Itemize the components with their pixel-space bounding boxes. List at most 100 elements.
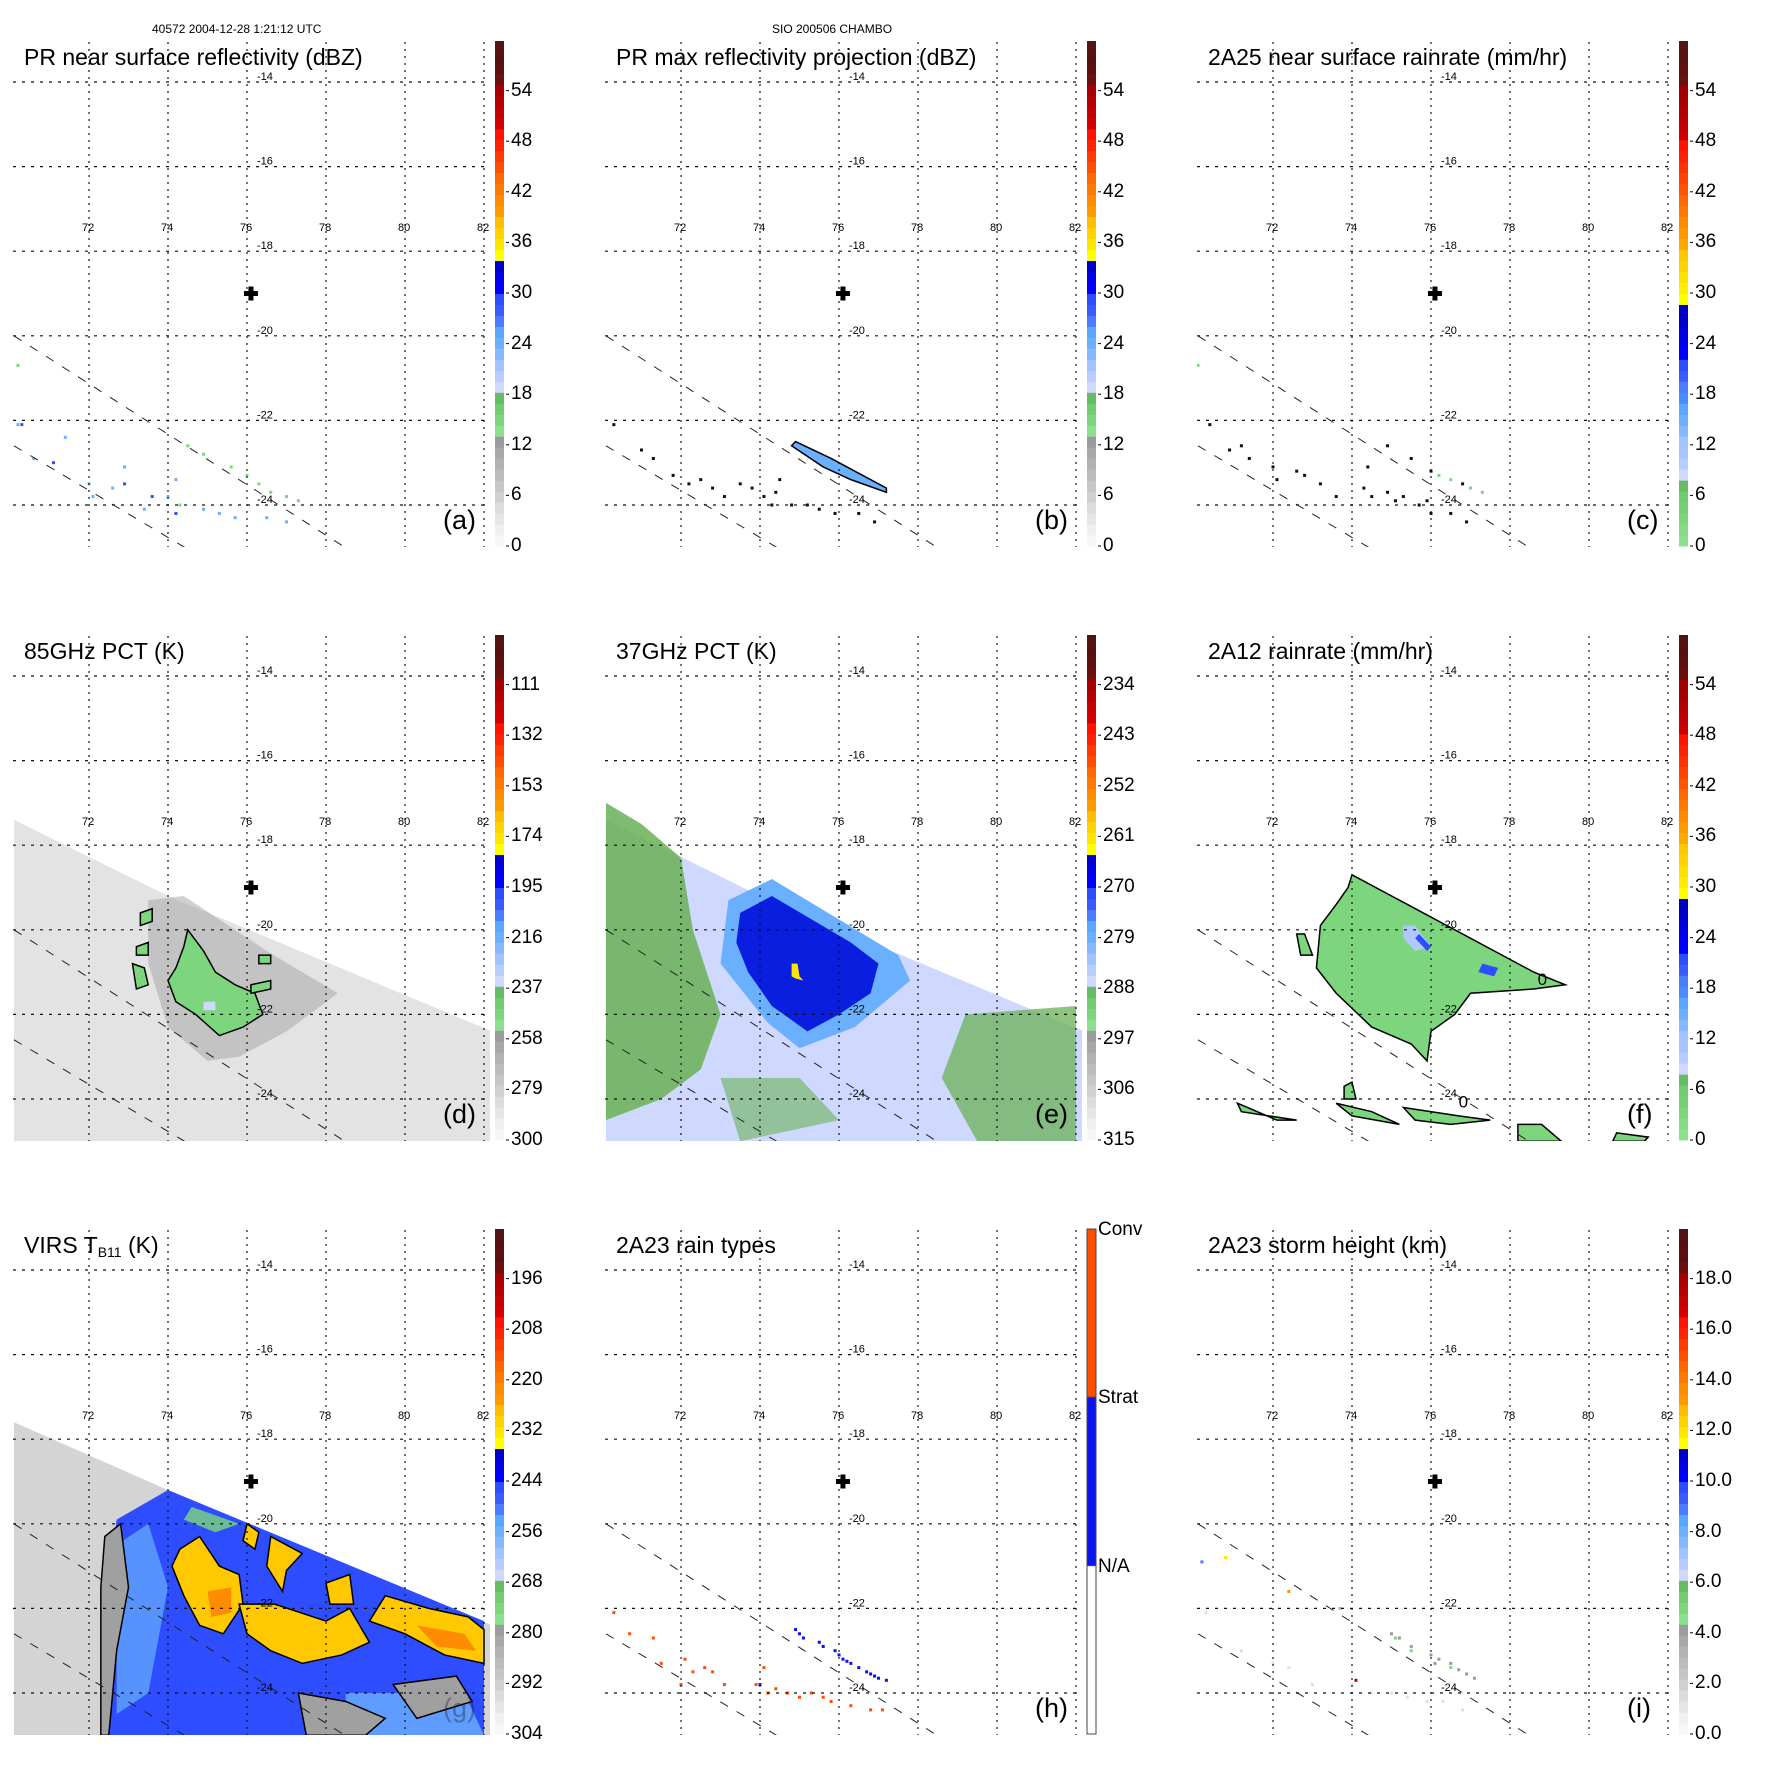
data-region <box>238 1603 371 1665</box>
lon-tick-label: 72 <box>674 1410 686 1422</box>
colorbar-segment <box>1679 1349 1688 1362</box>
lat-tick-label: -20 <box>1441 325 1457 337</box>
lon-tick-label: 76 <box>1424 816 1436 828</box>
data-pixel <box>16 423 20 427</box>
colorbar-segment <box>1679 997 1688 1009</box>
data-pixel <box>774 1687 778 1691</box>
data-pixel <box>202 507 206 511</box>
data-pixel <box>1386 444 1390 448</box>
colorbar-segment <box>1679 1558 1688 1570</box>
colorbar-segment <box>495 667 504 680</box>
colorbar-segment <box>1679 1327 1688 1340</box>
colorbar-segment <box>1679 1030 1688 1042</box>
colorbar-segment <box>1087 183 1096 196</box>
colorbar-segment <box>1679 1393 1688 1406</box>
colorbar-segment <box>1679 1107 1688 1119</box>
colorbar-segment <box>1679 1360 1688 1373</box>
panel-letter-label: (b) <box>1035 505 1068 535</box>
colorbar-segment <box>495 1349 504 1362</box>
colorbar-segment <box>1087 755 1096 768</box>
data-pixel <box>873 520 877 524</box>
colorbar-segment <box>1679 249 1688 262</box>
colorbar-segment <box>495 95 504 108</box>
data-pixel <box>1224 1556 1228 1560</box>
data-pixel <box>1405 1695 1409 1699</box>
colorbar-segment <box>495 84 504 97</box>
colorbar-segment <box>1087 249 1096 262</box>
data-pixel <box>1437 1657 1441 1661</box>
colorbar-tick-label: 261 <box>1103 825 1135 847</box>
colorbar-segment <box>1679 502 1688 514</box>
data-pixel <box>857 1666 861 1670</box>
lon-tick-label: 82 <box>477 816 489 828</box>
colorbar-segment <box>1087 370 1096 382</box>
panel-f: 2A12 rainrate (mm/hr) 72 74 76 78 80 82 -14 -16 -… <box>1184 594 1771 1187</box>
lon-tick-label: 72 <box>674 222 686 234</box>
panel-title: 2A23 rain types <box>616 1232 776 1259</box>
colorbar-segment <box>495 975 504 987</box>
colorbar-tick-label: 30 <box>1695 876 1717 897</box>
lon-tick-label: 78 <box>1503 816 1515 828</box>
colorbar-segment <box>495 832 504 845</box>
colorbar-segment <box>1679 293 1688 305</box>
data-pixel <box>1425 499 1429 503</box>
colorbar-tick-label: 244 <box>511 1470 543 1491</box>
colorbar-segment <box>1679 436 1688 448</box>
colorbar-tick-label: 4.0 <box>1695 1621 1722 1643</box>
data-region <box>1401 1106 1491 1126</box>
lat-tick-label: -16 <box>1441 156 1457 168</box>
colorbar-segment <box>495 1701 504 1713</box>
colorbar-segment <box>1679 799 1688 812</box>
panel-title: 37GHz PCT (K) <box>616 638 777 665</box>
colorbar-tick-label: 24 <box>1695 332 1717 354</box>
data-pixel <box>1393 499 1397 503</box>
data-pixel <box>1275 478 1279 482</box>
lat-tick-label: -24 <box>257 1682 273 1694</box>
colorbar-segment <box>1087 1052 1096 1064</box>
colorbar-segment <box>1087 392 1096 404</box>
colorbar-segment <box>1679 139 1688 152</box>
colorbar-tick-label: 256 <box>511 1520 543 1542</box>
colorbar-segment <box>1087 942 1096 954</box>
lat-tick-label: -22 <box>1441 409 1457 421</box>
lon-tick-label: 82 <box>1069 816 1081 828</box>
lat-tick-label: -20 <box>849 919 865 931</box>
data-pixel <box>849 1704 853 1708</box>
data-pixel <box>285 495 288 499</box>
data-pixel <box>63 435 67 439</box>
colorbar-segment <box>495 1580 504 1592</box>
colorbar-segment <box>1679 150 1688 163</box>
lat-tick-label: -20 <box>849 325 865 337</box>
colorbar-tick-label: 258 <box>511 1027 543 1049</box>
colorbar-tick-label: 48 <box>1103 130 1125 152</box>
colorbar-segment <box>1087 722 1096 735</box>
colorbar-segment <box>1087 491 1096 503</box>
lon-tick-label: 78 <box>319 816 331 828</box>
lon-tick-label: 72 <box>82 1410 94 1422</box>
colorbar-segment <box>1087 62 1096 75</box>
colorbar-segment <box>495 1657 504 1669</box>
colorbar-segment <box>1679 1547 1688 1559</box>
colorbar-tick-label: 30 <box>1695 282 1717 303</box>
colorbar-segment <box>1087 436 1096 448</box>
colorbar-segment <box>1679 1536 1688 1548</box>
colorbar-segment <box>495 1712 504 1724</box>
colorbar-segment <box>1679 711 1688 724</box>
colorbar-segment <box>1679 667 1688 680</box>
colorbar-segment <box>495 502 504 514</box>
data-pixel <box>865 1670 869 1674</box>
colorbar-tick-label: 6 <box>511 484 522 506</box>
colorbar-segment <box>1679 1635 1688 1647</box>
panel-title-subscript: B11 <box>97 1244 122 1260</box>
colorbar-segment <box>1679 1404 1688 1417</box>
colorbar <box>1679 635 1693 1141</box>
colorbar-segment <box>495 359 504 371</box>
colorbar-segment <box>1679 41 1688 53</box>
colorbar-tick-label: 220 <box>511 1368 543 1390</box>
colorbar-segment <box>495 689 504 702</box>
colorbar-tick-label: 216 <box>511 926 543 948</box>
colorbar-segment <box>1679 1690 1688 1702</box>
lon-tick-label: 80 <box>398 816 410 828</box>
data-pixel <box>1469 486 1472 490</box>
swath-edge-upper <box>605 1523 938 1735</box>
